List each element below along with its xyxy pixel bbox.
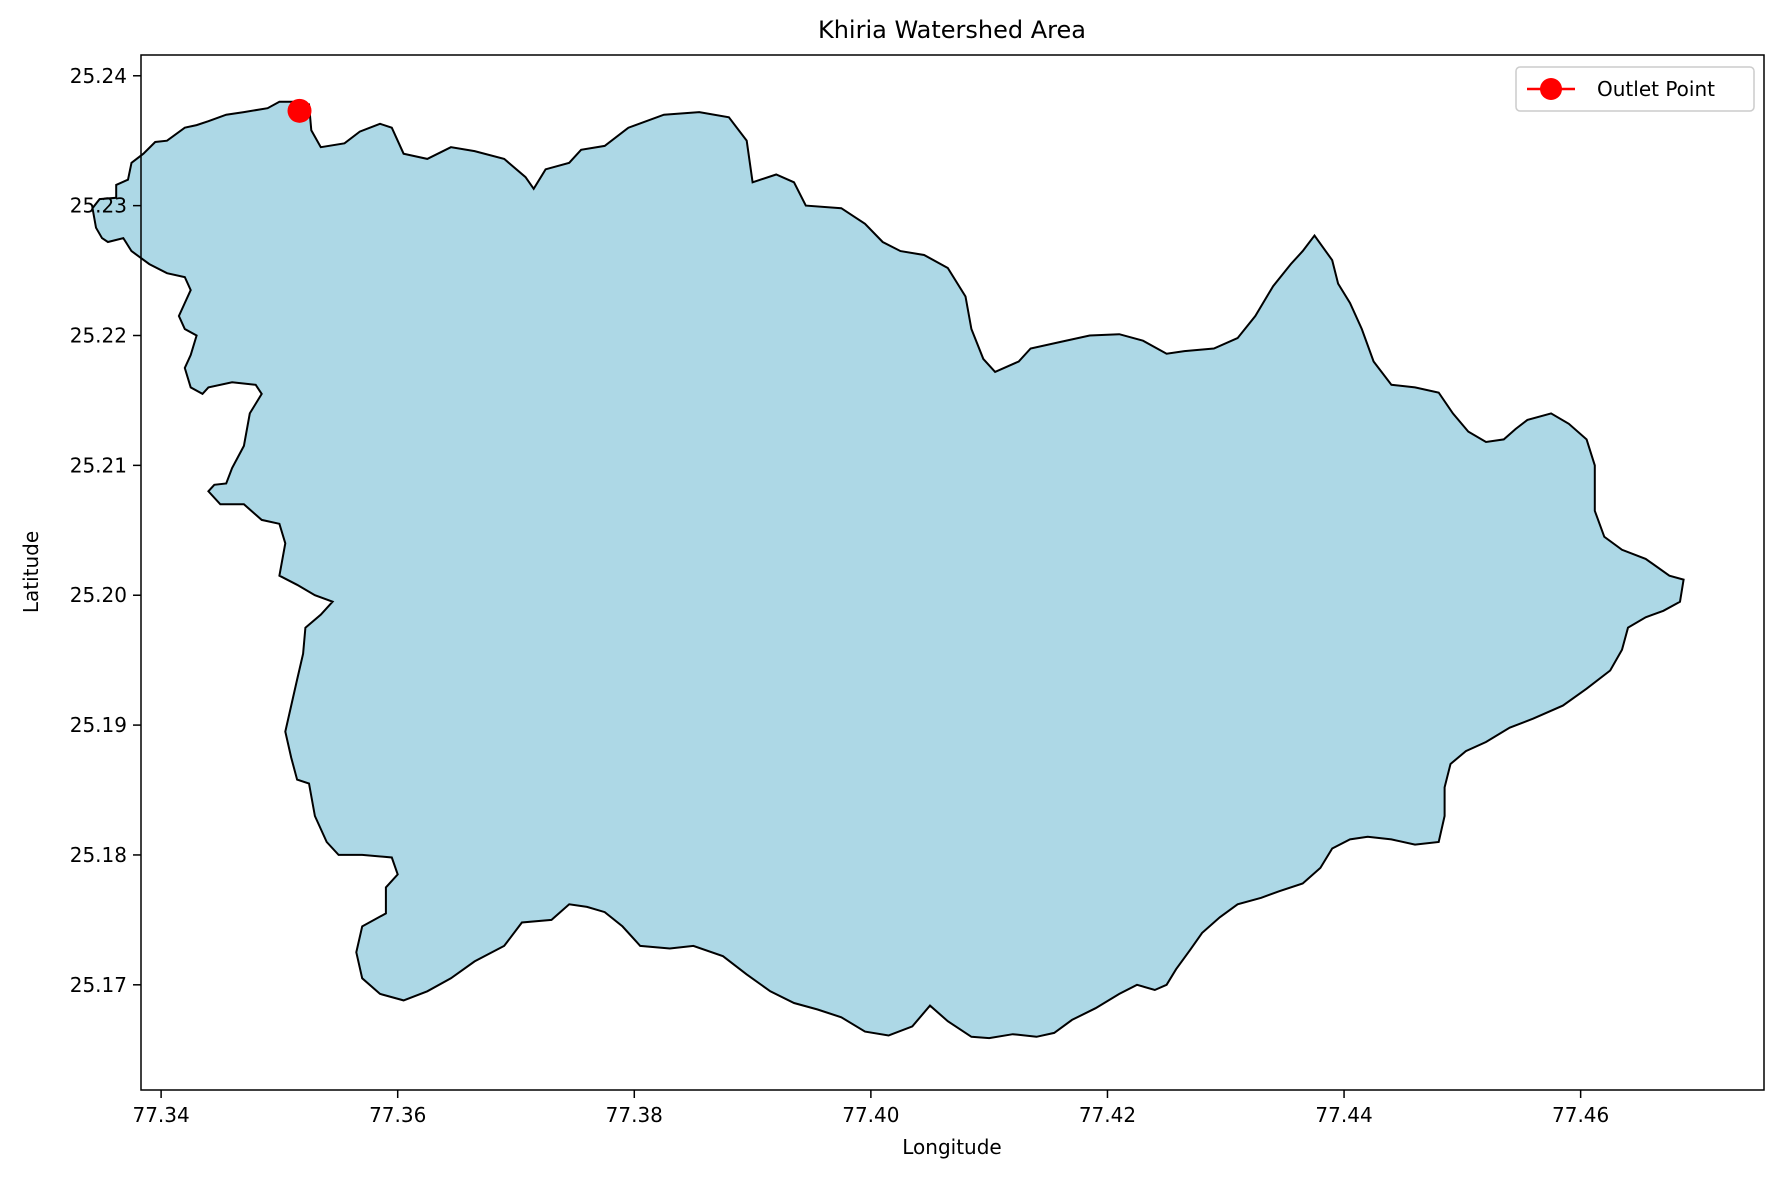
- x-tick-label: 77.36: [369, 1103, 426, 1127]
- x-tick-label: 77.42: [1079, 1103, 1136, 1127]
- legend-label-outlet-point: Outlet Point: [1597, 77, 1715, 101]
- y-tick-label: 25.18: [70, 843, 127, 867]
- legend-frame: [1515, 66, 1755, 112]
- x-axis-ticks: 77.34 77.36 77.38 77.40 77.42 77.44 77.46: [132, 1090, 1609, 1127]
- x-tick-label: 77.44: [1315, 1103, 1372, 1127]
- y-axis-label: Latitude: [19, 531, 43, 613]
- y-tick-label: 25.22: [70, 324, 127, 348]
- y-tick-label: 25.21: [70, 453, 127, 477]
- chart-title: Khiria Watershed Area: [818, 16, 1086, 44]
- x-axis-label: Longitude: [902, 1135, 1001, 1159]
- x-tick-label: 77.34: [132, 1103, 189, 1127]
- y-tick-label: 25.24: [70, 64, 127, 88]
- y-tick-label: 25.23: [70, 194, 127, 218]
- y-axis-ticks: 25.17 25.18 25.19 25.20 25.21 25.22 25.23 25.24: [70, 64, 141, 997]
- watershed-polygon-layer: [91, 100, 1685, 1040]
- y-tick-label: 25.19: [70, 713, 127, 737]
- x-tick-label: 77.46: [1552, 1103, 1609, 1127]
- outlet-point-marker: [287, 98, 312, 123]
- x-tick-label: 77.40: [842, 1103, 899, 1127]
- watershed-polygon: [91, 100, 1685, 1040]
- legend-marker: [1540, 78, 1562, 100]
- y-tick-label: 25.17: [70, 973, 127, 997]
- outlet-point-layer: [287, 98, 312, 123]
- legend: Outlet Point: [1515, 66, 1755, 112]
- plot-area: [91, 98, 1685, 1040]
- x-tick-label: 77.38: [606, 1103, 663, 1127]
- y-tick-label: 25.20: [70, 583, 127, 607]
- axes-frame: [140, 54, 1765, 1091]
